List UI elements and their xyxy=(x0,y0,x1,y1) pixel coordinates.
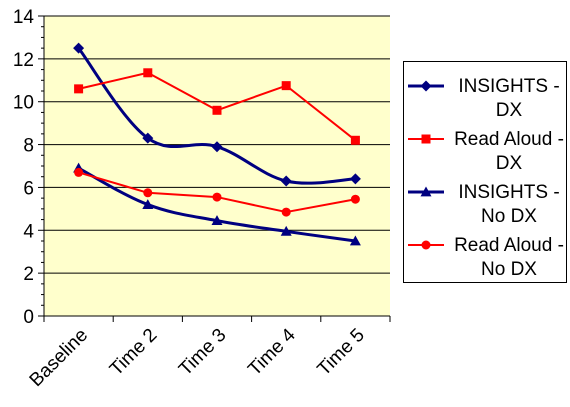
data-point xyxy=(280,175,292,187)
data-point xyxy=(212,192,222,202)
y-tick-label: 6 xyxy=(23,178,34,199)
data-point xyxy=(74,84,84,94)
x-tick-label: Time 5 xyxy=(314,325,369,380)
series-3 xyxy=(74,167,360,217)
y-tick-label: 2 xyxy=(23,264,34,285)
legend-entry: Read Aloud - DX xyxy=(404,127,568,177)
y-tick-label: 4 xyxy=(23,221,34,242)
data-point xyxy=(281,81,291,91)
x-tick-label: Time 4 xyxy=(244,324,300,380)
data-point xyxy=(211,215,223,226)
y-tick-label: 12 xyxy=(13,50,34,71)
y-tick-label: 10 xyxy=(13,93,34,114)
x-axis-tick-labels: Baseline Time 2 Time 3 Time 4 Time 5 xyxy=(26,324,369,391)
legend-label: Read Aloud - No DX xyxy=(454,235,564,280)
y-tick-label: 8 xyxy=(23,136,34,157)
legend-marker xyxy=(408,80,444,92)
data-point xyxy=(281,207,291,217)
legend-label: INSIGHTS - No DX xyxy=(458,182,560,227)
y-axis-tick-labels: 0 2 4 6 8 10 12 14 xyxy=(13,7,35,328)
data-point xyxy=(350,135,360,145)
gridlines xyxy=(44,15,390,274)
legend-label: INSIGHTS - DX xyxy=(458,76,560,121)
axes xyxy=(38,15,391,322)
plot-area xyxy=(44,16,390,316)
series-group xyxy=(73,42,361,246)
data-point xyxy=(142,199,154,209)
legend-marker xyxy=(408,240,444,250)
data-point xyxy=(143,188,153,198)
legend-entry: INSIGHTS - DX xyxy=(404,74,568,124)
data-point xyxy=(73,42,85,54)
legend-symbol xyxy=(421,134,431,144)
legend-marker xyxy=(408,186,444,197)
data-point xyxy=(212,105,222,115)
data-point xyxy=(142,132,154,144)
legend-entry: INSIGHTS - No DX xyxy=(404,180,568,230)
y-tick-label: 0 xyxy=(23,307,34,328)
legend: INSIGHTS - DX Read Aloud - DX INSIGHTS - N… xyxy=(403,61,567,283)
legend-label: Read Aloud - DX xyxy=(454,129,564,174)
data-point xyxy=(74,167,84,177)
series-0 xyxy=(73,42,361,187)
data-point xyxy=(349,173,361,185)
series-1 xyxy=(74,68,360,145)
data-point xyxy=(349,235,361,246)
legend-symbol xyxy=(420,80,432,92)
data-point xyxy=(280,225,292,236)
y-tick-label: 14 xyxy=(13,7,35,28)
data-point xyxy=(211,141,223,153)
legend-symbol xyxy=(421,240,431,250)
x-tick-label: Time 3 xyxy=(175,325,230,380)
data-point xyxy=(350,194,360,204)
legend-marker xyxy=(408,134,444,144)
legend-symbol xyxy=(420,186,432,197)
x-tick-label: Baseline xyxy=(26,325,92,391)
legend-entry: Read Aloud - No DX xyxy=(404,233,568,283)
series-2 xyxy=(73,162,361,246)
data-point xyxy=(143,68,153,78)
x-tick-label: Time 2 xyxy=(106,325,161,380)
